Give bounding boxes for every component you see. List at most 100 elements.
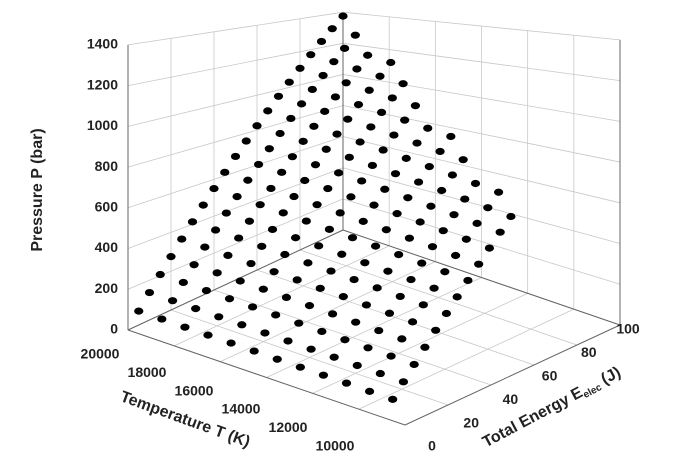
data-point: [483, 204, 493, 212]
data-point: [318, 71, 328, 80]
z-tick-label: 0: [110, 321, 118, 337]
data-point: [275, 129, 285, 138]
data-point: [397, 335, 407, 343]
data-point: [398, 80, 408, 88]
data-point: [210, 226, 221, 234]
data-point: [253, 160, 264, 169]
data-point: [180, 323, 190, 331]
data-point: [203, 331, 213, 339]
x-tick-label: 10000: [316, 437, 355, 453]
data-point: [330, 93, 341, 101]
data-point: [187, 218, 198, 226]
data-point: [349, 275, 359, 284]
data-point: [431, 326, 441, 334]
data-point: [426, 202, 436, 210]
wall-grid-line: [342, 167, 621, 244]
data-point: [415, 218, 425, 226]
data-point: [460, 195, 470, 203]
wall-grid-line: [127, 136, 344, 209]
wall-grid-line: [342, 198, 621, 285]
data-point: [230, 152, 241, 161]
data-point: [284, 78, 294, 86]
data-point: [376, 108, 387, 117]
data-point: [257, 242, 267, 250]
data-point: [474, 260, 484, 268]
y-tick-label: 60: [542, 368, 558, 384]
data-point: [263, 107, 273, 115]
data-point: [327, 25, 337, 33]
z-tick-label: 1000: [87, 117, 118, 133]
data-point: [243, 176, 253, 184]
data-point: [347, 234, 358, 242]
data-point: [309, 122, 319, 130]
data-point: [290, 234, 301, 242]
wall-grid-line: [342, 42, 621, 82]
data-point: [338, 12, 348, 20]
axis-edge: [342, 229, 621, 326]
z-tick-label: 600: [95, 199, 119, 215]
y-tick-label: 40: [503, 391, 519, 407]
x-tick-label: 16000: [175, 382, 214, 398]
data-point: [429, 284, 439, 292]
data-point: [463, 276, 473, 285]
data-point: [321, 145, 331, 153]
data-point: [388, 395, 398, 403]
data-point: [364, 387, 375, 395]
data-point: [310, 161, 321, 169]
data-point: [286, 114, 296, 123]
axis-edge: [127, 329, 406, 426]
data-point: [292, 276, 302, 284]
data-point: [470, 179, 481, 188]
data-point: [177, 235, 187, 243]
data-point: [306, 345, 316, 353]
data-point: [409, 360, 419, 369]
data-point: [264, 145, 274, 153]
data-point: [201, 286, 212, 295]
y-tick-label: 100: [616, 321, 640, 337]
data-point: [247, 303, 258, 311]
x-tick-label: 20000: [81, 346, 120, 362]
y-axis-title-main: Total Energy E: [480, 384, 586, 451]
data-point: [337, 250, 347, 258]
data-point: [450, 251, 461, 260]
z-tick-label: 1200: [87, 76, 118, 92]
data-point: [413, 178, 424, 186]
data-point: [389, 131, 399, 139]
data-point: [484, 244, 495, 252]
data-point: [369, 201, 379, 209]
y-axis-title-sub: elec: [581, 382, 604, 401]
data-point: [246, 259, 256, 268]
floor-grid-line: [358, 308, 575, 410]
data-point: [352, 361, 362, 370]
data-point: [144, 288, 155, 297]
data-point: [352, 65, 362, 73]
data-point: [278, 209, 288, 217]
z-tick-label: 800: [95, 158, 119, 174]
data-point: [306, 51, 316, 59]
data-point: [134, 307, 144, 315]
data-point: [341, 79, 351, 87]
data-point: [461, 235, 471, 243]
data-point: [249, 347, 259, 355]
data-point: [395, 292, 405, 301]
data-point: [375, 72, 385, 80]
data-point: [157, 315, 167, 323]
data-point: [367, 161, 378, 170]
data-point: [167, 297, 178, 305]
data-point: [363, 344, 373, 352]
data-point: [224, 295, 235, 303]
floor-grid-line: [299, 249, 578, 346]
data-point: [332, 130, 342, 138]
data-point: [424, 163, 434, 171]
data-point: [380, 185, 390, 193]
data-point: [303, 259, 313, 267]
y-axis-title-unit: (J): [599, 364, 624, 388]
data-point: [392, 210, 402, 218]
data-point: [221, 209, 231, 217]
data-point: [252, 122, 262, 130]
data-point: [403, 194, 413, 202]
data-point: [441, 309, 452, 318]
data-point: [378, 146, 388, 154]
x-tick-label: 18000: [128, 364, 167, 380]
